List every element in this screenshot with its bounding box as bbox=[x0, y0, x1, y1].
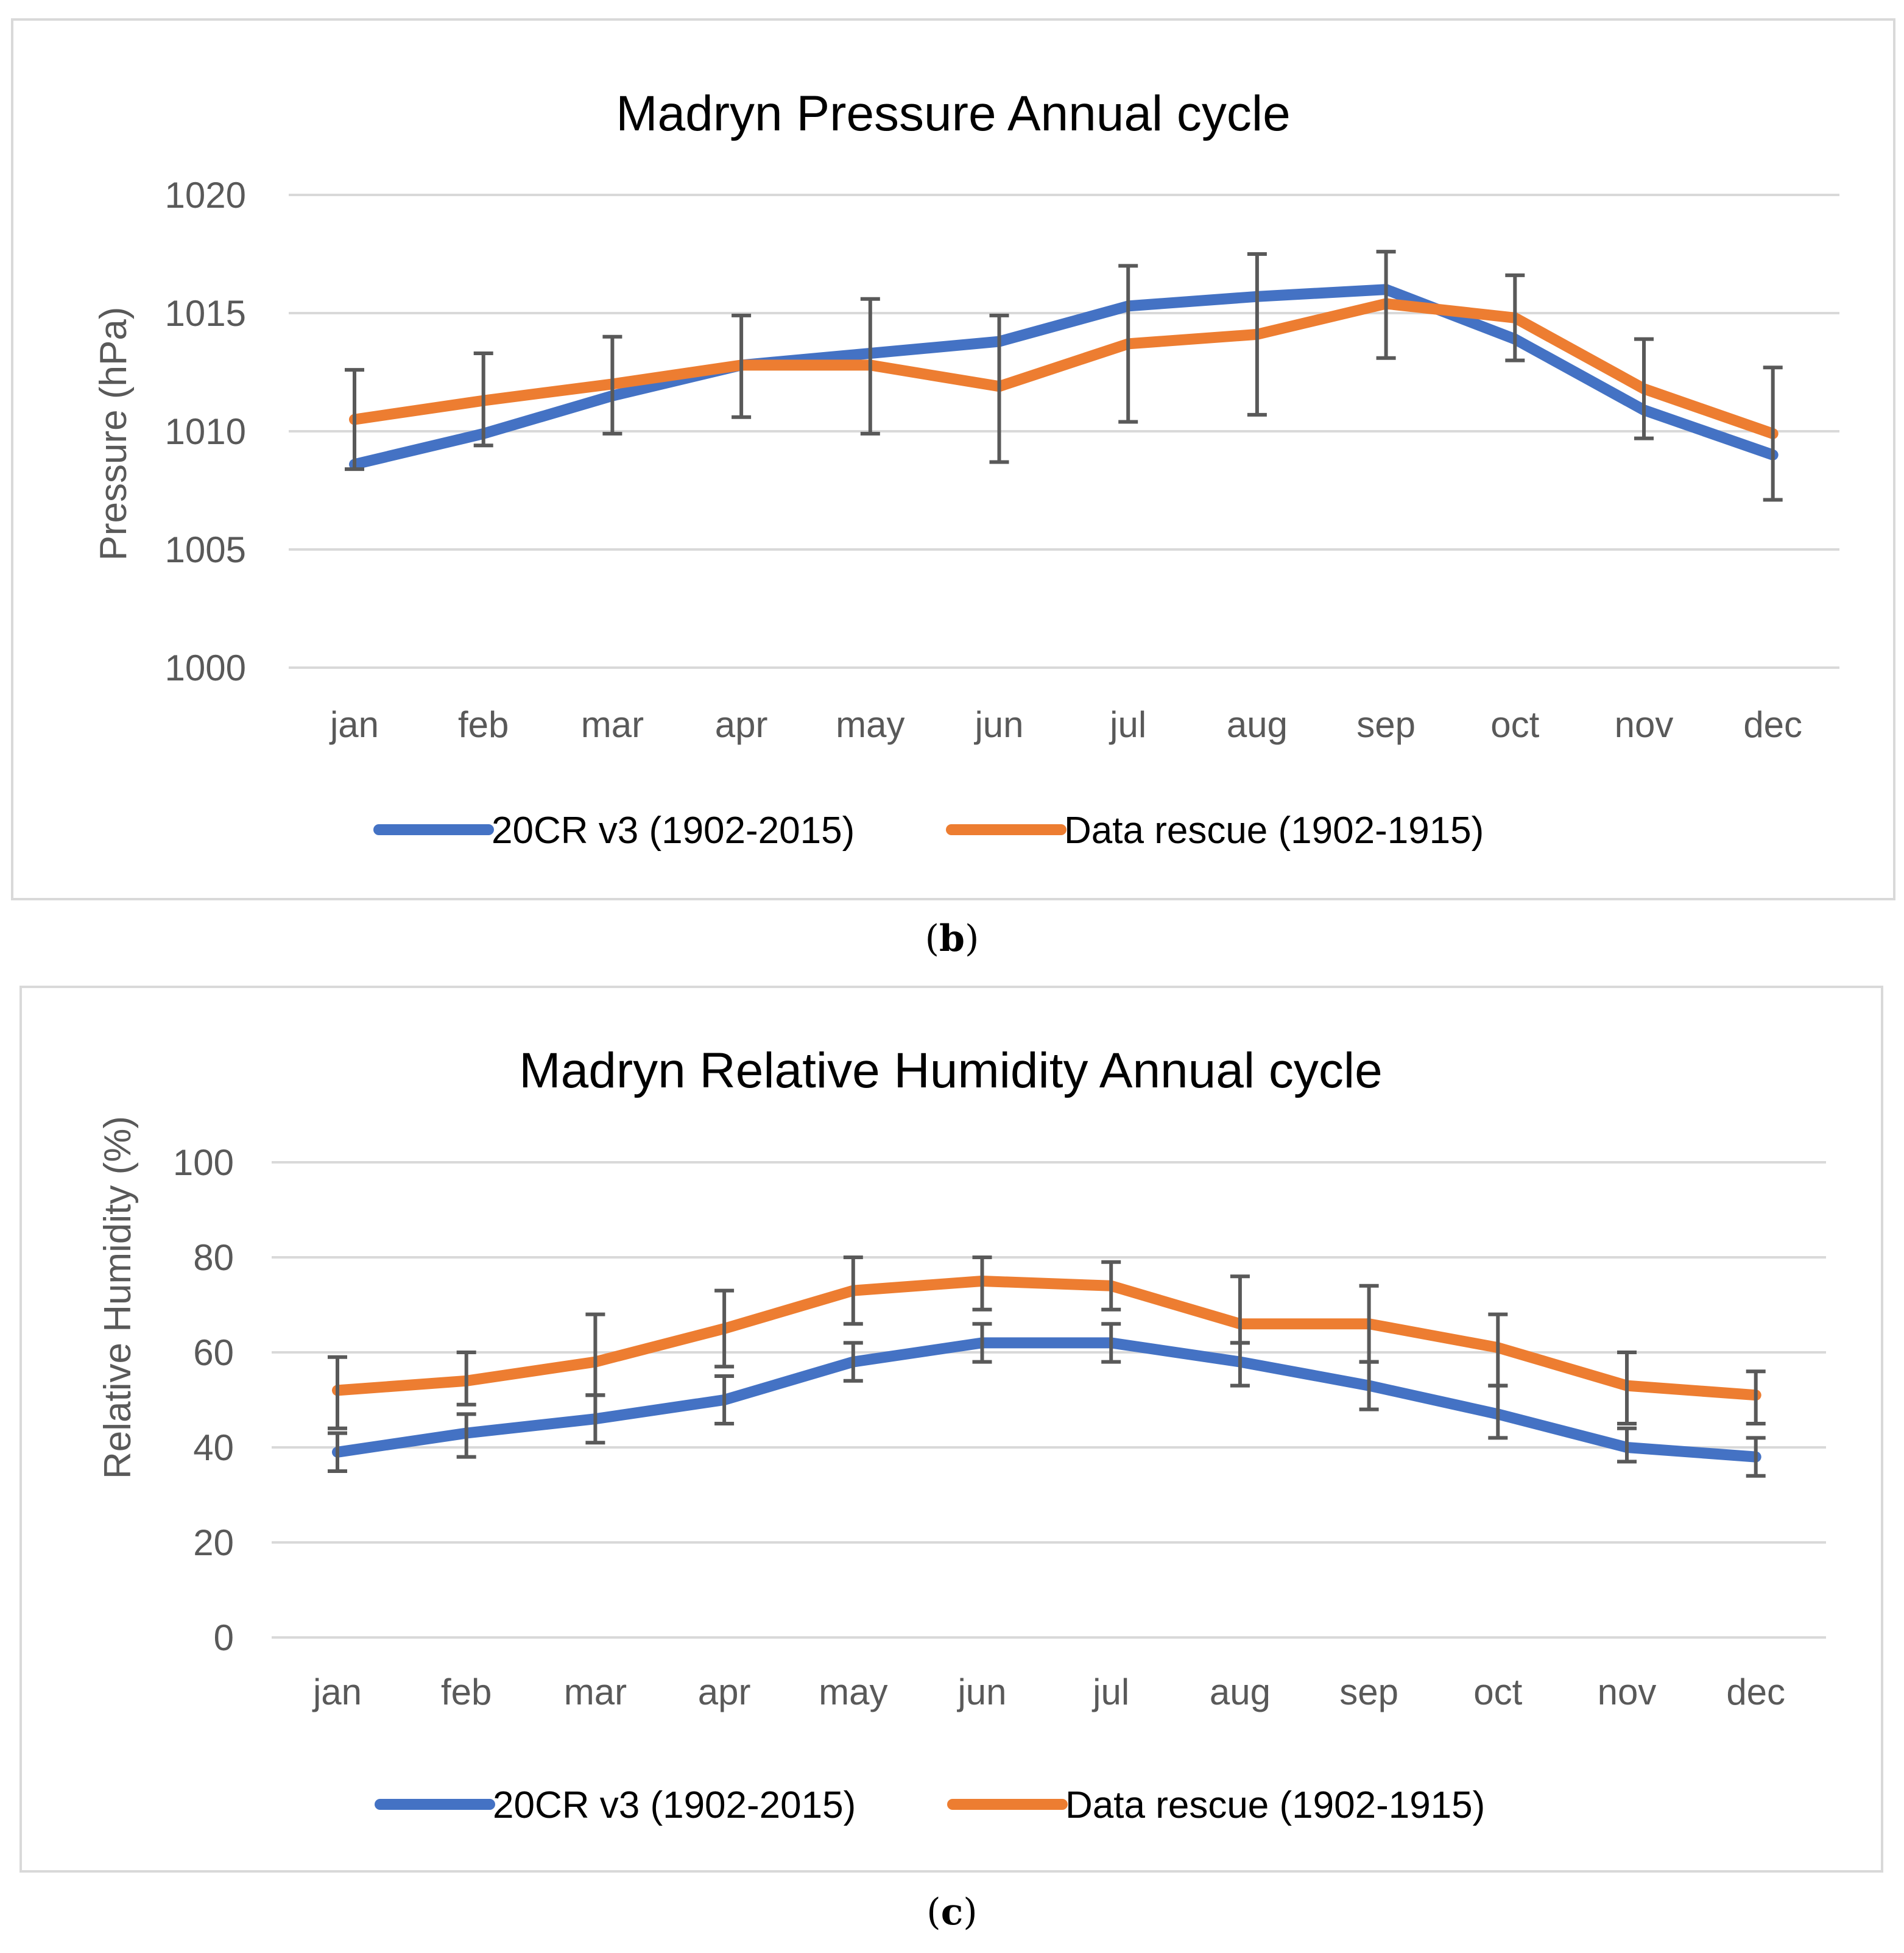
humidity-chart: Madryn Relative Humidity Annual cycle Re… bbox=[97, 1043, 1826, 1826]
legend-label-data-rescue: Data rescue (1902-1915) bbox=[1065, 1784, 1485, 1826]
error-bar bbox=[1634, 337, 1654, 440]
x-tick-label: may bbox=[819, 1672, 887, 1712]
error-bar bbox=[1617, 1351, 1637, 1425]
error-bar bbox=[328, 1355, 347, 1430]
error-bar bbox=[1230, 1274, 1250, 1345]
error-bar bbox=[1488, 1312, 1508, 1388]
error-bar bbox=[1101, 1260, 1121, 1312]
error-bar bbox=[473, 351, 493, 448]
humidity-chart-panel: Madryn Relative Humidity Annual cycle Re… bbox=[19, 986, 1883, 1873]
x-tick-label: apr bbox=[698, 1672, 751, 1712]
y-tick-label: 40 bbox=[193, 1427, 234, 1468]
y-tick-label: 1010 bbox=[165, 411, 246, 452]
error-bar bbox=[585, 1312, 605, 1397]
error-bar bbox=[1376, 250, 1396, 360]
series-line-20cr bbox=[349, 284, 1779, 470]
x-tick-label: feb bbox=[441, 1672, 492, 1712]
y-tick-label: 100 bbox=[173, 1142, 234, 1183]
error-bar bbox=[972, 1256, 992, 1312]
chart-title: Madryn Relative Humidity Annual cycle bbox=[519, 1043, 1382, 1098]
x-tick-label: dec bbox=[1726, 1672, 1785, 1712]
error-bar bbox=[1746, 1436, 1766, 1478]
pressure-chart-panel: Madryn Pressure Annual cycle Pressure (h… bbox=[11, 18, 1895, 900]
error-bar bbox=[714, 1288, 735, 1369]
x-tick-label: jun bbox=[973, 704, 1023, 745]
error-bar bbox=[972, 1322, 992, 1364]
y-tick-label: 80 bbox=[193, 1237, 234, 1278]
panel-caption-b: (b) bbox=[925, 917, 979, 960]
x-tick-label: may bbox=[836, 704, 904, 745]
x-tick-label: oct bbox=[1473, 1672, 1522, 1712]
x-tick-label: jan bbox=[329, 704, 379, 745]
legend-label-20cr: 20CR v3 (1902-2015) bbox=[492, 810, 855, 852]
x-tick-label: mar bbox=[581, 704, 644, 745]
error-bar bbox=[989, 313, 1009, 464]
y-axis-label: Pressure (hPa) bbox=[93, 307, 135, 561]
x-tick-label: feb bbox=[458, 704, 509, 745]
x-tick-label: nov bbox=[1598, 1672, 1657, 1712]
error-bar bbox=[602, 334, 622, 436]
panel-caption-c: (c) bbox=[926, 1891, 978, 1934]
chart-title: Madryn Pressure Annual cycle bbox=[616, 86, 1291, 141]
x-tick-label: nov bbox=[1615, 704, 1674, 745]
error-bar bbox=[328, 1431, 347, 1473]
error-bar bbox=[456, 1351, 476, 1407]
legend-label-20cr: 20CR v3 (1902-2015) bbox=[493, 1784, 856, 1826]
y-tick-label: 1005 bbox=[165, 529, 246, 570]
y-tick-label: 0 bbox=[214, 1617, 234, 1658]
error-bar bbox=[1617, 1426, 1637, 1464]
series-line-data-rescue bbox=[349, 298, 1779, 439]
error-bar bbox=[1359, 1284, 1379, 1364]
panel-letter-c: c bbox=[940, 1891, 964, 1934]
x-tick-label: apr bbox=[715, 704, 768, 745]
x-tick-label: mar bbox=[564, 1672, 627, 1712]
x-tick-label: sep bbox=[1339, 1672, 1398, 1712]
legend-label-data-rescue: Data rescue (1902-1915) bbox=[1064, 810, 1484, 852]
error-bar bbox=[1505, 273, 1525, 362]
error-bar bbox=[860, 297, 880, 436]
y-tick-label: 1015 bbox=[165, 293, 246, 334]
legend: 20CR v3 (1902-2015) Data rescue (1902-19… bbox=[373, 810, 1484, 852]
legend: 20CR v3 (1902-2015) Data rescue (1902-19… bbox=[375, 1784, 1485, 1826]
series-line-20cr bbox=[332, 1337, 1761, 1463]
error-bar bbox=[1247, 252, 1267, 417]
error-bar bbox=[1746, 1369, 1766, 1425]
x-tick-label: jul bbox=[1091, 1672, 1129, 1712]
x-tick-label: oct bbox=[1490, 704, 1539, 745]
y-tick-label: 20 bbox=[193, 1522, 234, 1563]
error-bar bbox=[714, 1374, 735, 1425]
x-tick-label: aug bbox=[1210, 1672, 1271, 1712]
error-bar bbox=[456, 1412, 476, 1459]
x-tick-label: jul bbox=[1109, 704, 1146, 745]
y-axis-label: Relative Humidity (%) bbox=[97, 1116, 139, 1479]
error-bar bbox=[1101, 1322, 1121, 1364]
y-tick-label: 1020 bbox=[165, 175, 246, 216]
error-bar bbox=[1118, 264, 1138, 424]
x-tick-label: aug bbox=[1227, 704, 1288, 745]
error-bar bbox=[843, 1341, 863, 1383]
x-tick-label: sep bbox=[1356, 704, 1416, 745]
series-line-data-rescue bbox=[332, 1276, 1761, 1401]
x-tick-label: dec bbox=[1743, 704, 1802, 745]
error-bar bbox=[732, 313, 752, 419]
error-bar bbox=[345, 368, 364, 471]
x-tick-label: jan bbox=[312, 1672, 362, 1712]
error-bar bbox=[1763, 366, 1783, 502]
pressure-chart: Madryn Pressure Annual cycle Pressure (h… bbox=[93, 86, 1839, 852]
error-bar bbox=[843, 1256, 863, 1326]
y-tick-label: 1000 bbox=[165, 648, 246, 688]
panel-letter-b: b bbox=[939, 917, 965, 960]
x-tick-label: jun bbox=[956, 1672, 1006, 1712]
y-tick-label: 60 bbox=[193, 1332, 234, 1373]
